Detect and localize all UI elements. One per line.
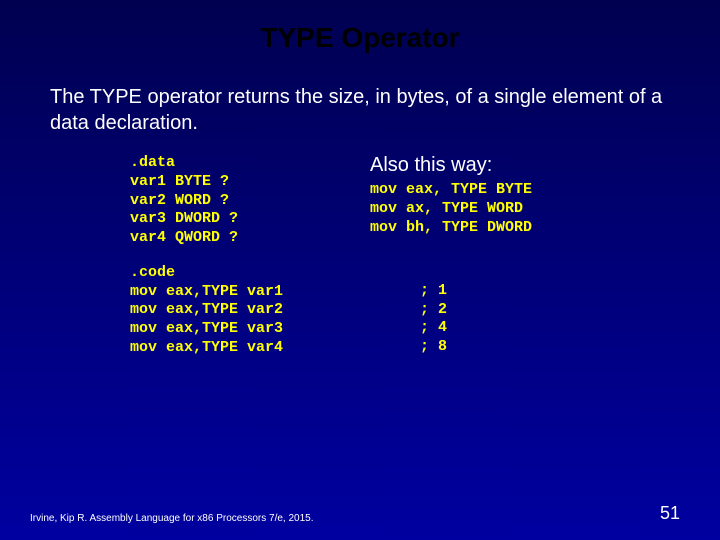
code-area: .data var1 BYTE ? var2 WORD ? var3 DWORD…	[0, 136, 720, 248]
code-comments-block: ; 1 ; 2 ; 4 ; 8	[420, 264, 447, 358]
slide-description: The TYPE operator returns the size, in b…	[0, 54, 720, 136]
also-this-way-label: Also this way:	[370, 154, 532, 177]
page-number: 51	[660, 503, 680, 524]
footer-citation: Irvine, Kip R. Assembly Language for x86…	[30, 513, 314, 524]
code-data-block: .data var1 BYTE ? var2 WORD ? var3 DWORD…	[130, 154, 370, 248]
code-right-col: Also this way: mov eax, TYPE BYTE mov ax…	[370, 154, 532, 248]
slide-title: TYPE Operator	[0, 0, 720, 54]
code-also-block: mov eax, TYPE BYTE mov ax, TYPE WORD mov…	[370, 181, 532, 237]
code-code-block: .code mov eax,TYPE var1 mov eax,TYPE var…	[130, 264, 420, 358]
code-left-col: .data var1 BYTE ? var2 WORD ? var3 DWORD…	[0, 154, 370, 248]
code-mid-left-col: .code mov eax,TYPE var1 mov eax,TYPE var…	[0, 264, 420, 358]
code-mid-row: .code mov eax,TYPE var1 mov eax,TYPE var…	[0, 248, 720, 358]
